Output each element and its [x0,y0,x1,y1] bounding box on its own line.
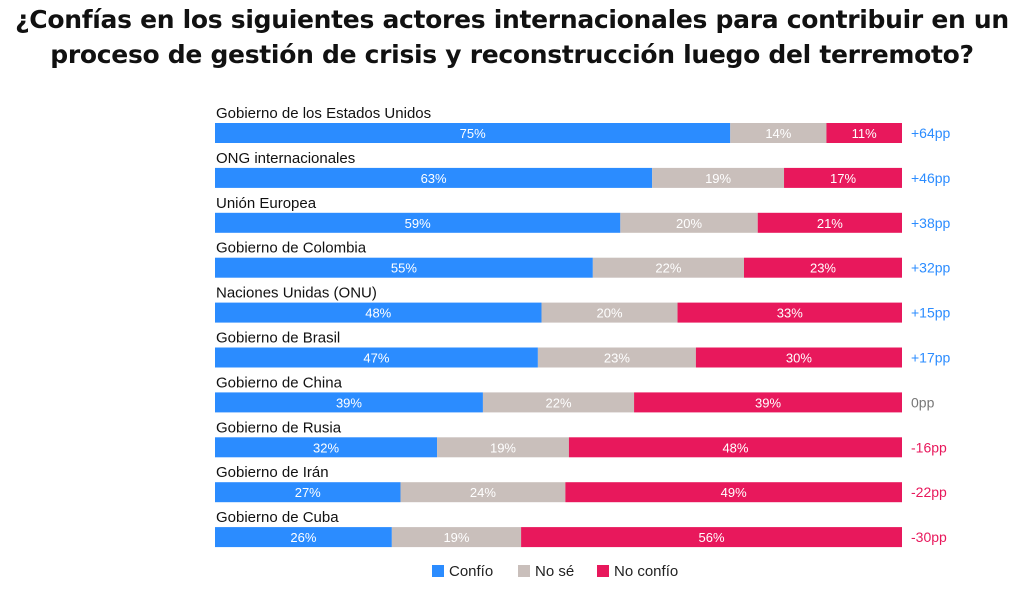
chart-title-line-2: proceso de gestión de crisis y reconstru… [50,40,974,69]
bar-segment [215,212,621,233]
legend-label: No sé [535,563,574,580]
category-label: Gobierno de Irán [216,464,329,481]
net-difference-label: -22pp [911,484,947,500]
legend-swatch [432,565,444,577]
bar-value-label: 19% [490,440,516,455]
bar-value-label: 26% [290,530,316,545]
category-label: Gobierno de los Estados Unidos [216,105,431,122]
bar-segment [730,123,827,143]
bar-segment [620,212,758,233]
bar-segment [695,347,902,368]
bar-value-label: 48% [365,306,391,321]
bar-segment [215,123,731,143]
bar-segment [784,167,902,188]
bar-segment [482,392,635,413]
bar-segment [215,347,538,368]
bar-segment [652,167,785,188]
legend-swatch [518,565,530,577]
legend-swatch [597,565,609,577]
category-label: Gobierno de Cuba [216,509,339,526]
bar-segment [215,437,438,458]
bar-value-label: 22% [545,395,571,410]
bar-value-label: 75% [460,126,486,141]
bar-value-label: 63% [421,171,447,186]
net-difference-label: +32pp [911,260,951,276]
bar-value-label: 30% [786,351,812,366]
bar-segment [391,527,522,548]
net-difference-label: -30pp [911,529,947,545]
bar-value-label: 47% [363,351,389,366]
bar-value-label: 11% [852,126,877,141]
category-label: ONG internacionales [216,150,355,167]
bar-segment [537,347,696,368]
category-label: Naciones Unidas (ONU) [216,285,377,302]
bar-value-label: 39% [336,395,362,410]
bar-value-label: 21% [817,216,843,231]
net-difference-label: +15pp [911,305,951,321]
bar-value-label: 39% [755,395,781,410]
bar-value-label: 49% [721,485,747,500]
bar-segment [592,257,744,278]
bar-segment [743,257,902,278]
bar-value-label: 59% [405,216,431,231]
bar-segment [215,392,483,413]
bar-value-label: 23% [810,261,836,276]
bar-value-label: 17% [830,171,856,186]
category-label: Gobierno de Brasil [216,330,340,347]
legend-label: Confío [449,563,493,580]
category-label: Gobierno de Colombia [216,240,367,257]
bar-segment [826,123,902,143]
bar-value-label: 33% [777,306,803,321]
bar-value-label: 22% [655,261,681,276]
bar-value-label: 20% [676,216,702,231]
bar-value-label: 19% [705,171,731,186]
chart-title: ¿Confías en los siguientes actores inter… [0,2,1024,72]
net-difference-label: +38pp [911,215,951,231]
bar-segment [215,482,401,503]
bar-segment [541,302,678,323]
bar-value-label: 56% [699,530,725,545]
category-label: Unión Europea [216,195,317,212]
bar-value-label: 24% [470,485,496,500]
bar-segment [634,392,902,413]
legend-label: No confío [614,563,678,580]
net-difference-label: 0pp [911,394,935,410]
bar-value-label: 27% [295,485,321,500]
bar-segment [215,527,392,548]
net-difference-label: +64pp [911,125,951,141]
bar-segment [400,482,566,503]
net-difference-label: -16pp [911,439,947,455]
category-label: Gobierno de Rusia [216,419,342,436]
bar-segment [521,527,902,548]
bar-value-label: 20% [596,306,622,321]
bar-segment [215,257,593,278]
bar-value-label: 48% [722,440,748,455]
bar-segment [565,482,902,503]
chart-title-line-1: ¿Confías en los siguientes actores inter… [15,5,1009,34]
bar-value-label: 23% [604,351,630,366]
bar-segment [568,437,902,458]
bar-segment [437,437,569,458]
category-label: Gobierno de China [216,374,343,391]
bar-segment [215,167,653,188]
bar-segment [677,302,902,323]
net-difference-label: +17pp [911,350,951,366]
bar-value-label: 14% [765,126,791,141]
bar-value-label: 32% [313,440,339,455]
bar-value-label: 19% [443,530,469,545]
bar-segment [757,212,902,233]
bar-value-label: 55% [391,261,417,276]
bar-segment [215,302,542,323]
net-difference-label: +46pp [911,170,951,186]
